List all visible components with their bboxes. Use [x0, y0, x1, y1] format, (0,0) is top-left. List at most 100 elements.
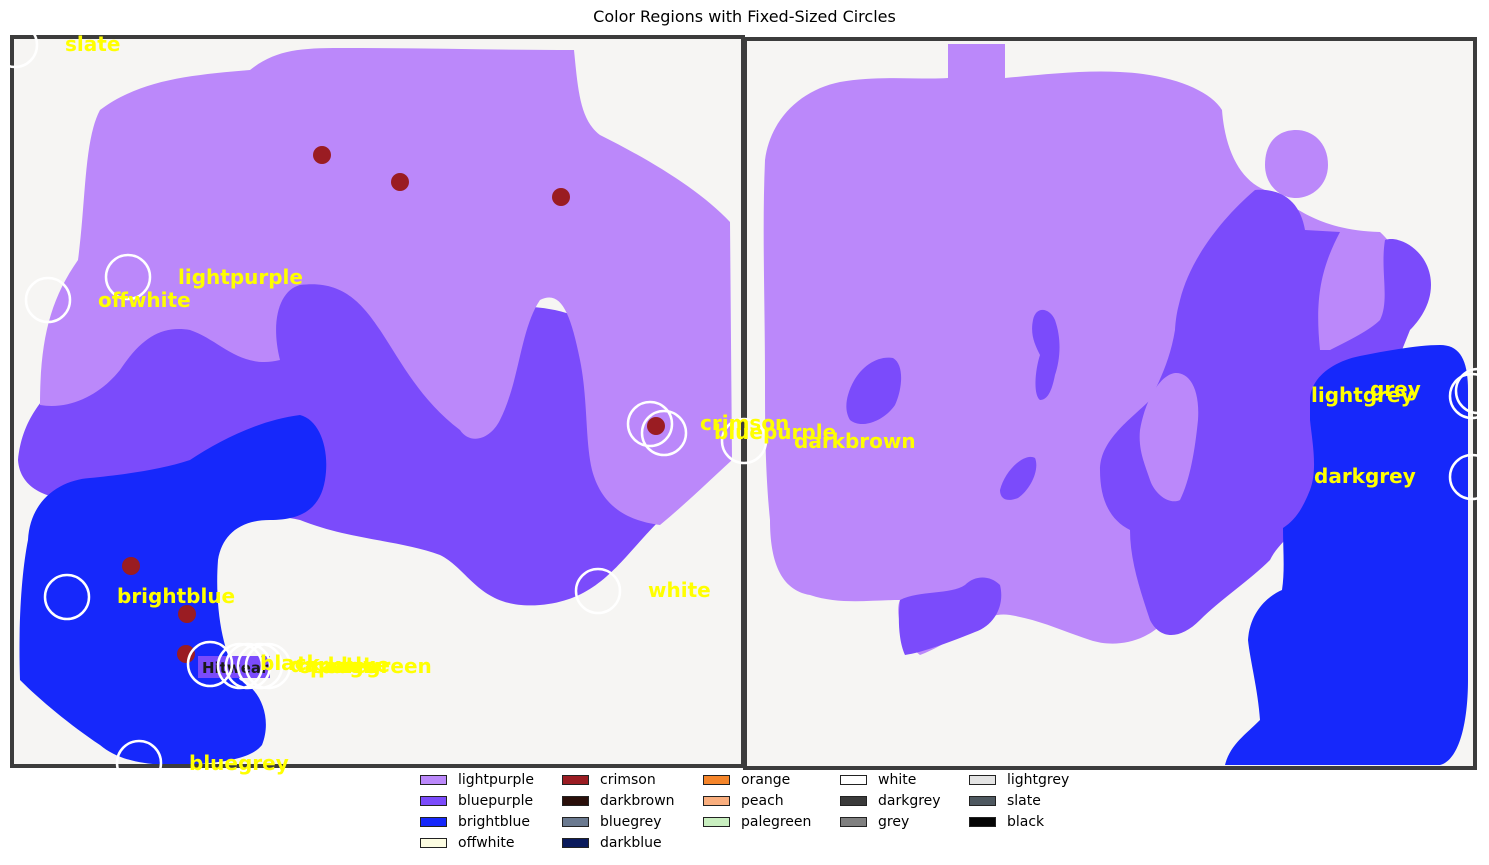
label-bluepurple: bluepurple	[714, 420, 836, 444]
label-circle-offwhite	[24, 276, 72, 324]
legend-swatch	[703, 796, 730, 806]
label-circle-bluepurple	[640, 409, 688, 457]
region-brightblue-left	[19, 415, 327, 766]
inset-text: Hitwear	[202, 659, 269, 677]
label-offwhite: offwhite	[98, 288, 191, 312]
legend-swatch	[562, 796, 589, 806]
label-circle-white	[574, 567, 622, 615]
legend-item-crimson: crimson	[562, 771, 656, 789]
legend-label: bluegrey	[600, 814, 662, 830]
legend-label: black	[1007, 814, 1045, 830]
legend-label: slate	[1007, 793, 1041, 809]
inset-patch	[198, 656, 270, 678]
legend-label: grey	[878, 814, 910, 830]
legend-label: brightblue	[458, 814, 531, 830]
legend-item-orange: orange	[703, 771, 790, 789]
label-circle-palegreen	[244, 642, 292, 690]
legend-item-darkblue: darkblue	[562, 834, 662, 852]
legend-item-white: white	[840, 771, 916, 789]
label-black: black	[260, 651, 321, 675]
crimson-dot	[647, 417, 665, 435]
region-brightblue-right	[1225, 345, 1468, 765]
legend-label: crimson	[600, 772, 656, 788]
label-circle-grey	[1454, 367, 1489, 415]
legend-item-grey: grey	[840, 813, 909, 831]
legend-swatch	[969, 775, 996, 785]
legend-swatch	[840, 775, 867, 785]
legend-swatch	[840, 817, 867, 827]
label-circle-orange	[224, 642, 272, 690]
legend-item-lightgrey: lightgrey	[969, 771, 1069, 789]
legend-label: lightgrey	[1007, 772, 1070, 788]
label-lightpurple: lightpurple	[178, 265, 303, 289]
label-circle-darkblue	[216, 642, 264, 690]
legend-item-offwhite: offwhite	[420, 834, 515, 852]
legend-item-bluepurple: bluepurple	[420, 792, 533, 810]
region-bluepurple-spot-2	[1032, 309, 1060, 400]
label-circle-slate	[0, 21, 39, 69]
legend-item-brightblue: brightblue	[420, 813, 530, 831]
region-lightpurple-right-knob	[1265, 130, 1328, 198]
figure-title: Color Regions with Fixed-Sized Circles	[593, 7, 896, 26]
legend-swatch	[562, 817, 589, 827]
legend-label: darkbrown	[600, 793, 675, 809]
label-grey: grey	[1370, 377, 1421, 401]
legend-swatch	[562, 775, 589, 785]
crimson-dot	[391, 173, 409, 191]
label-brightblue: brightblue	[117, 584, 235, 608]
crimson-dot	[313, 146, 331, 164]
legend-label: lightpurple	[458, 772, 534, 788]
label-circle-black	[186, 640, 234, 688]
crimson-dot	[177, 645, 195, 663]
legend-swatch	[420, 817, 447, 827]
legend-swatch	[420, 838, 447, 848]
legend-item-bluegrey: bluegrey	[562, 813, 662, 831]
label-palegreen: palegreen	[318, 654, 432, 678]
legend-swatch	[420, 775, 447, 785]
label-darkbrown: darkbrown	[794, 429, 916, 453]
label-circle-brightblue	[43, 573, 91, 621]
legend-swatch	[703, 775, 730, 785]
label-circle-lightpurple	[104, 253, 152, 301]
label-circle-crimson	[626, 400, 674, 448]
label-darkblue: darkblue	[290, 653, 390, 677]
label-circle-darkgrey	[1448, 453, 1489, 501]
legend: lightpurple bluepurple brightblue offwhi…	[420, 771, 1120, 865]
legend-swatch	[840, 796, 867, 806]
legend-label: orange	[741, 772, 791, 788]
crimson-dot	[122, 557, 140, 575]
label-white: white	[648, 578, 711, 602]
legend-label: bluepurple	[458, 793, 534, 809]
legend-item-darkgrey: darkgrey	[840, 792, 941, 810]
label-circle-darkbrown	[720, 417, 768, 465]
crimson-dot	[178, 605, 196, 623]
label-peach: peach	[310, 654, 377, 678]
label-circle-bluegrey	[115, 739, 163, 787]
label-orange: orange	[298, 654, 377, 678]
region-lightpurple-right-inner	[1139, 372, 1199, 502]
legend-swatch	[703, 817, 730, 827]
region-bluepurple-spot-1	[846, 357, 902, 425]
crimson-dot	[552, 188, 570, 206]
legend-item-darkbrown: darkbrown	[562, 792, 675, 810]
label-slate: slate	[65, 32, 120, 56]
legend-swatch	[420, 796, 447, 806]
legend-label: offwhite	[458, 835, 515, 851]
region-labels: slate lightpurple offwhite crimson bluep…	[65, 32, 1421, 775]
region-lightpurple-left	[40, 48, 732, 525]
right-panel-frame	[743, 37, 1477, 770]
label-bluegrey: bluegrey	[189, 751, 289, 775]
legend-label: darkgrey	[878, 793, 941, 809]
label-lightgrey: lightgrey	[1311, 383, 1414, 407]
legend-label: white	[878, 772, 917, 788]
region-bluepurple-spot-3	[1000, 456, 1037, 500]
legend-item-black: black	[969, 813, 1044, 831]
legend-swatch	[969, 817, 996, 827]
label-darkgrey: darkgrey	[1314, 464, 1416, 488]
legend-label: darkblue	[600, 835, 662, 851]
legend-label: palegreen	[741, 814, 812, 830]
label-circle-peach	[236, 642, 284, 690]
label-circle-lightgrey	[1448, 372, 1489, 420]
legend-swatch	[969, 796, 996, 806]
